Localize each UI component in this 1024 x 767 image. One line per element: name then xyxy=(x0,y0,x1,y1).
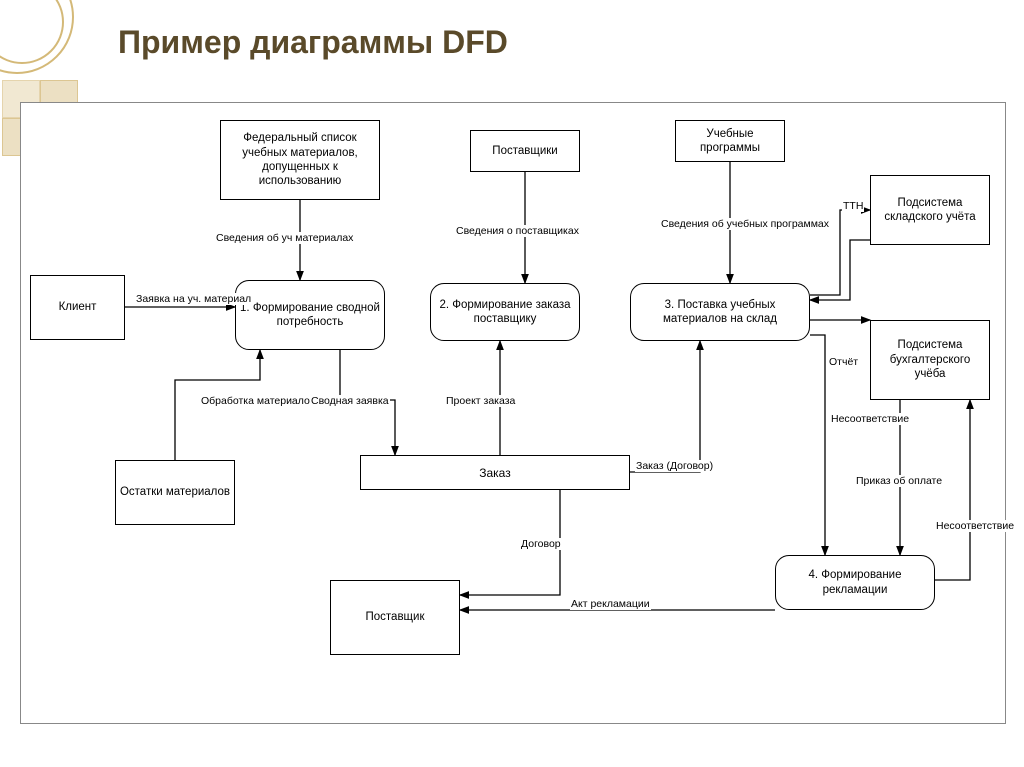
edge-label-p3-p4: Несоответствие xyxy=(830,413,910,425)
edge-label-p4-accounting: Несоответствие xyxy=(935,520,1015,532)
node-p3: 3. Поставка учебных материалов на склад xyxy=(630,283,810,341)
node-suppliers: Поставщики xyxy=(470,130,580,172)
node-remains: Остатки материалов xyxy=(115,460,235,525)
edge-label-p4-supplier: Акт рекламации xyxy=(570,598,651,610)
edge-label-accounting-p4: Приказ об оплате xyxy=(855,475,943,487)
node-accounting: Подсистема бухгалтерского учёба xyxy=(870,320,990,400)
node-order: Заказ xyxy=(360,455,630,490)
edge-label-remains-p1: Обработка материалов xyxy=(200,395,316,407)
node-p1: 1. Формирование сводной потребность xyxy=(235,280,385,350)
edge-label-order-p2: Проект заказа xyxy=(445,395,516,407)
edge-label-client-p1: Заявка на уч. материал xyxy=(135,293,252,305)
node-p4: 4. Формирование рекламации xyxy=(775,555,935,610)
edge-label-fedlist-p1: Сведения об уч материалах xyxy=(215,232,354,244)
edge-label-p3-accounting: Отчёт xyxy=(828,356,859,368)
edge-label-p3-warehouse: ТТН xyxy=(842,200,864,212)
node-fedlist: Федеральный список учебных материалов, д… xyxy=(220,120,380,200)
page-title: Пример диаграммы DFD xyxy=(118,24,508,61)
edge-label-order-supplier: Договор xyxy=(520,538,562,550)
node-client: Клиент xyxy=(30,275,125,340)
node-supplier: Поставщик xyxy=(330,580,460,655)
node-warehouse: Подсистема складского учёта xyxy=(870,175,990,245)
edge-label-programs-p3: Сведения об учебных программах xyxy=(660,218,830,230)
edge-label-suppliers-p2: Сведения о поставщиках xyxy=(455,225,580,237)
edge-label-p1-order: Сводная заявка xyxy=(310,395,390,407)
node-programs: Учебные программы xyxy=(675,120,785,162)
edge-label-order-p3: Заказ (Договор) xyxy=(635,460,714,472)
node-p2: 2. Формирование заказа поставщику xyxy=(430,283,580,341)
